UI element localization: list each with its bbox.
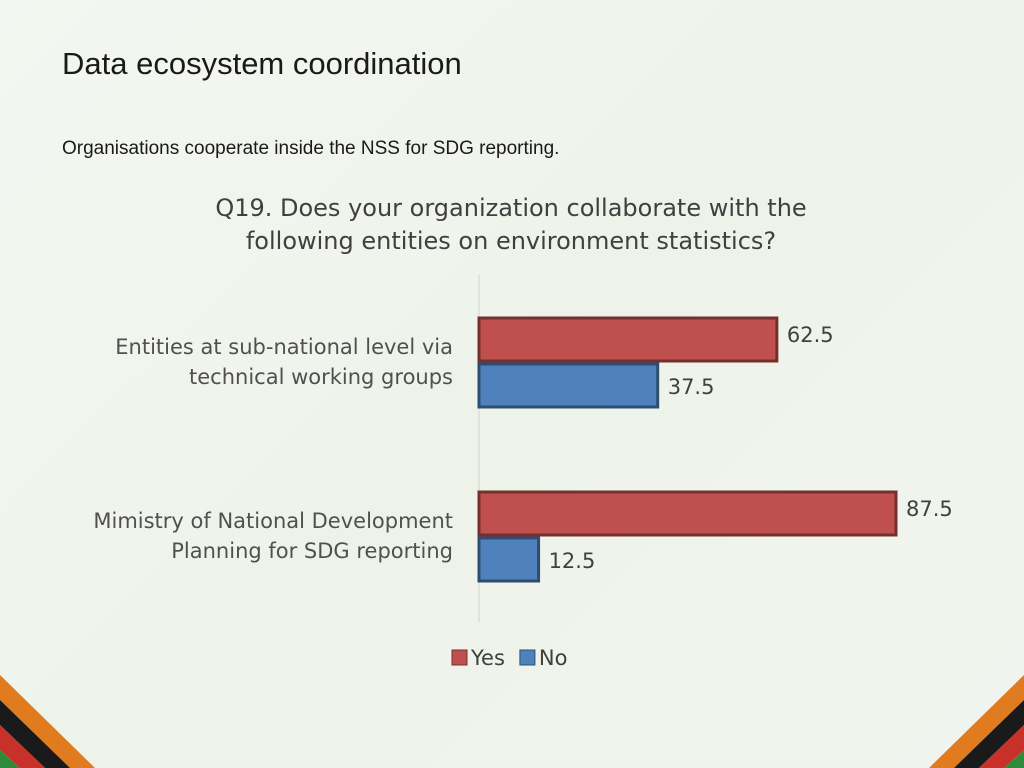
decoration	[0, 675, 1024, 768]
legend-label: Yes	[470, 646, 505, 670]
category-label: Mimistry of National Development Plannin…	[93, 509, 453, 563]
category-label: Entities at sub-national level via techn…	[115, 335, 453, 389]
slide-title: Data ecosystem coordination	[62, 46, 462, 81]
value-label: 62.5	[787, 323, 834, 347]
value-label: 12.5	[549, 549, 596, 573]
value-label: 87.5	[906, 497, 953, 521]
slide-subtitle: Organisations cooperate inside the NSS f…	[62, 138, 560, 159]
legend-swatch	[451, 649, 468, 666]
legend-label: No	[539, 646, 568, 670]
value-label: 37.5	[668, 375, 715, 399]
bar	[477, 536, 541, 583]
bar	[477, 316, 779, 363]
chart-title: Q19. Does your organization collaborate …	[215, 194, 807, 255]
bar	[477, 362, 660, 409]
legend-swatch	[519, 649, 536, 666]
bar	[477, 490, 898, 537]
